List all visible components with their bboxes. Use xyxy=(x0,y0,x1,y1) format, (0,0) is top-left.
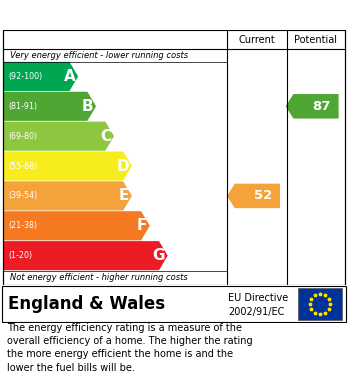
Text: D: D xyxy=(117,158,129,174)
Text: (39-54): (39-54) xyxy=(9,192,38,201)
Text: Not energy efficient - higher running costs: Not energy efficient - higher running co… xyxy=(10,273,188,282)
Polygon shape xyxy=(227,184,280,208)
Text: The energy efficiency rating is a measure of the
overall efficiency of a home. T: The energy efficiency rating is a measur… xyxy=(7,323,253,373)
Text: E: E xyxy=(119,188,129,203)
Text: (1-20): (1-20) xyxy=(9,251,33,260)
Polygon shape xyxy=(3,62,78,91)
Text: 87: 87 xyxy=(312,100,331,113)
Text: (55-68): (55-68) xyxy=(9,161,38,170)
Text: Potential: Potential xyxy=(294,34,338,45)
Polygon shape xyxy=(3,151,132,181)
Text: Very energy efficient - lower running costs: Very energy efficient - lower running co… xyxy=(10,51,189,60)
Bar xyxy=(298,288,342,320)
Polygon shape xyxy=(3,181,132,210)
Text: England & Wales: England & Wales xyxy=(8,295,165,313)
Text: B: B xyxy=(82,99,93,114)
Polygon shape xyxy=(3,211,150,240)
Polygon shape xyxy=(3,92,96,121)
Text: 2002/91/EC: 2002/91/EC xyxy=(228,307,284,317)
Text: (92-100): (92-100) xyxy=(9,72,43,81)
Text: 52: 52 xyxy=(254,189,272,203)
Text: Energy Efficiency Rating: Energy Efficiency Rating xyxy=(63,7,285,23)
Polygon shape xyxy=(3,122,114,151)
Text: C: C xyxy=(100,129,111,143)
Text: F: F xyxy=(137,218,147,233)
Text: Current: Current xyxy=(239,34,276,45)
Polygon shape xyxy=(3,241,168,270)
Text: G: G xyxy=(152,248,165,263)
Text: (69-80): (69-80) xyxy=(9,132,38,141)
Text: (21-38): (21-38) xyxy=(9,221,38,230)
Text: A: A xyxy=(64,69,76,84)
Text: EU Directive: EU Directive xyxy=(228,293,288,303)
Polygon shape xyxy=(286,94,339,118)
Text: (81-91): (81-91) xyxy=(9,102,38,111)
